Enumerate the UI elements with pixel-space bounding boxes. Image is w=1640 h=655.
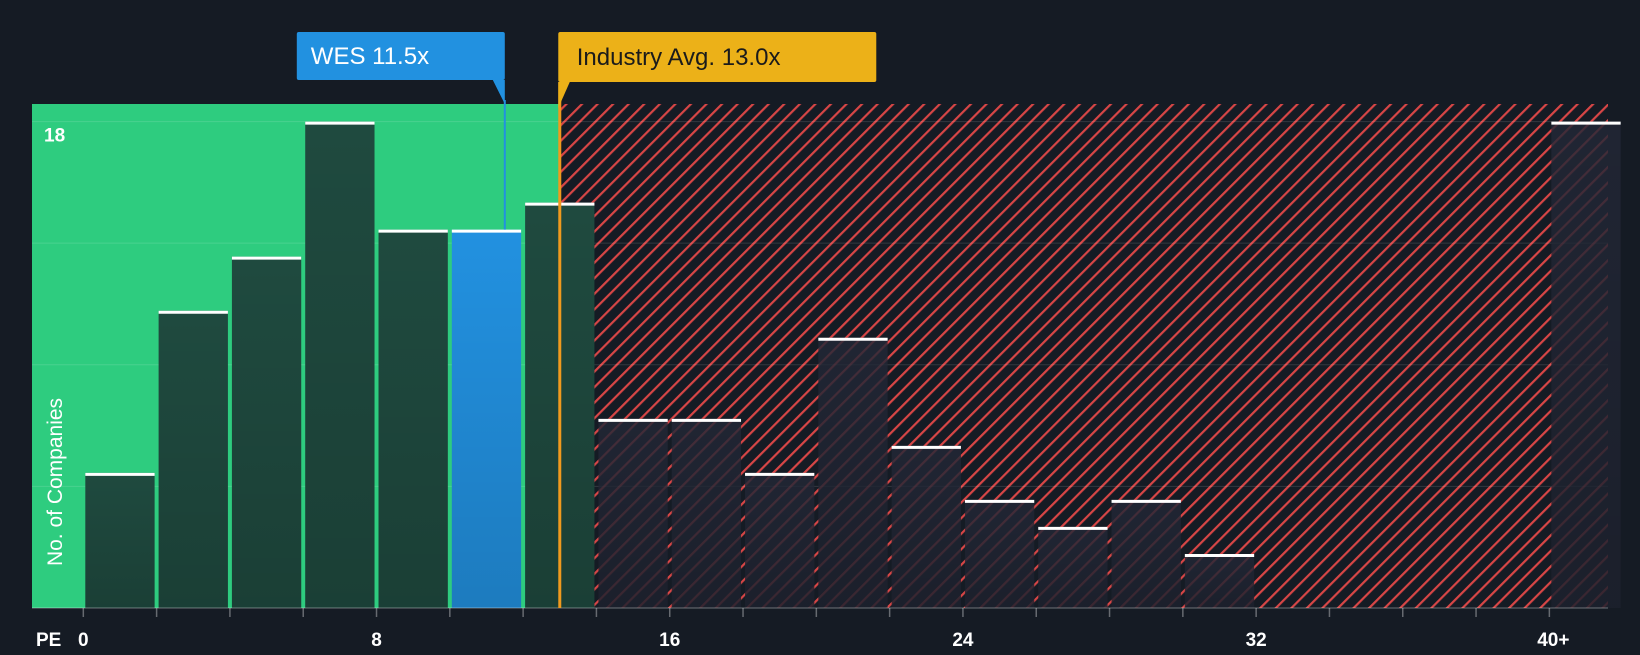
bar-shade	[378, 229, 448, 608]
x-tick-label: 32	[1246, 630, 1267, 650]
x-tick-label: 24	[952, 630, 974, 650]
bar-shade	[1184, 553, 1255, 608]
bar-shade	[1551, 121, 1621, 609]
company-label-box	[296, 32, 505, 80]
bar-shade	[231, 256, 302, 608]
bar-shade	[891, 445, 961, 608]
bar-shade	[1111, 499, 1181, 608]
bar-shade	[158, 310, 228, 608]
y-axis-label: No. of Companies	[44, 398, 67, 566]
bar-shade	[598, 418, 668, 608]
x-tick-label: 40+	[1537, 630, 1569, 650]
industry-label: Industry Avg. 13.0x	[577, 44, 781, 71]
y-tick-label: 18	[44, 126, 65, 147]
bar-shade	[964, 499, 1035, 608]
bar-shade	[85, 472, 155, 608]
x-tick-label: 0	[78, 630, 89, 650]
industry-label-box	[558, 32, 877, 82]
company-label-pointer	[492, 80, 505, 104]
industry-label-pointer	[558, 82, 570, 108]
bar-shade	[451, 229, 522, 608]
bar-shade	[818, 337, 888, 608]
bar-shade	[1038, 526, 1108, 608]
company-label: WES 11.5x	[311, 43, 429, 70]
x-tick-label: 16	[659, 630, 680, 650]
bar-shade	[671, 418, 742, 608]
x-tick-label: 8	[371, 630, 382, 650]
bar-shade	[745, 472, 815, 608]
x-axis-label: PE	[36, 630, 61, 650]
bar-shade	[305, 121, 375, 609]
